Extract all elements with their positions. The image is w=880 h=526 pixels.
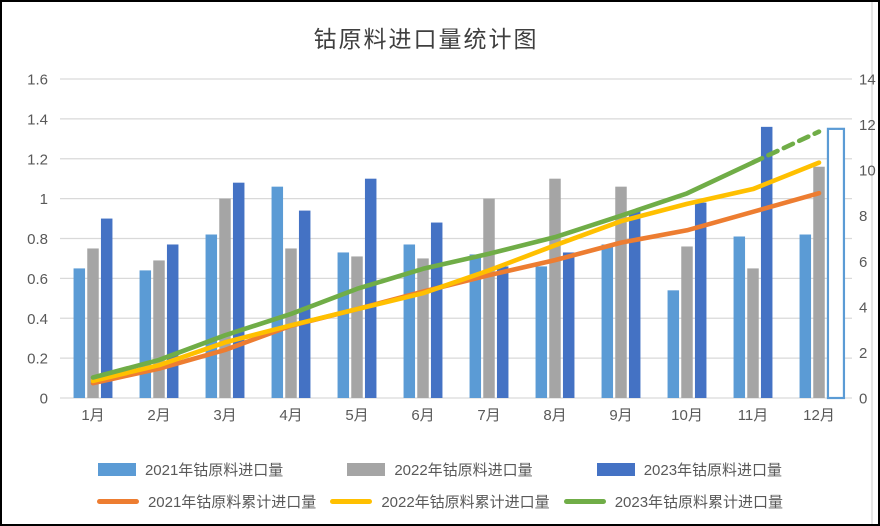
bar-2023年 [562, 252, 575, 398]
x-axis-category-label: 11月 [738, 407, 769, 424]
y-axis-left-tick-label: 1.4 [27, 111, 48, 128]
legend-item-2023年-line: 2023年钴原料累计进口量 [563, 491, 784, 512]
bar-2022年 [549, 178, 561, 398]
bar-2021年 [139, 270, 152, 398]
line-2023年-cumulative [90, 160, 756, 380]
bar-2022年 [483, 198, 495, 398]
legend-item-2021年-bars: 2021年钴原料进口量 [97, 459, 284, 480]
bar-2023年 [694, 202, 707, 398]
bar-2022年 [681, 246, 693, 398]
y-axis-left-tick-label: 1.2 [27, 151, 48, 168]
bar-2023年 [232, 182, 245, 398]
y-axis-right-tick-label: 0 [859, 391, 867, 408]
bar-2021年 [73, 268, 86, 398]
bar-2021年 [733, 236, 746, 398]
y-axis-right-tick-label: 8 [859, 208, 867, 225]
bar-2023年 [298, 210, 311, 398]
bar-2021年 [205, 234, 218, 398]
chart-legend: 2021年钴原料进口量 2022年钴原料进口量 2023年钴原料进口量 2021年钴… [2, 459, 878, 512]
line-2023年-cumulative-forecast-dashed [750, 129, 822, 165]
bar-2021年 [469, 254, 482, 398]
y-axis-right-tick-label: 4 [859, 299, 867, 316]
x-axis-category-label: 7月 [477, 407, 500, 424]
y-axis-left-tick-label: 0.8 [27, 231, 48, 248]
bar-2022年 [87, 248, 99, 398]
legend-bar-swatch [596, 463, 635, 476]
x-axis-category-label: 3月 [213, 407, 236, 424]
legend-row-bar-series: 2021年钴原料进口量 2022年钴原料进口量 2023年钴原料进口量 [97, 459, 783, 480]
bar-2021年 [337, 252, 350, 398]
x-axis-category-label: 1月 [81, 407, 104, 424]
bar-2022年 [417, 258, 429, 398]
bar-2021年 [535, 266, 548, 398]
legend-item-2021年-line: 2021年钴原料累计进口量 [96, 491, 317, 512]
line-2022年-cumulative [90, 160, 822, 384]
legend-bar-swatch [347, 463, 386, 476]
x-axis-category-label: 12月 [803, 407, 835, 424]
bar-2023年 [100, 218, 113, 398]
legend-label: 2022年钴原料进口量 [394, 462, 533, 479]
bar-2022年 [351, 256, 363, 398]
bar-2023年 [628, 210, 641, 398]
legend-label: 2023年钴原料进口量 [643, 462, 783, 479]
bar-2023年 [364, 178, 377, 398]
bar-2023年 [166, 244, 179, 398]
legend-label: 2022年钴原料累计进口量 [381, 494, 550, 511]
x-axis-category-label: 5月 [345, 407, 368, 424]
bar-2022年 [219, 198, 231, 398]
y-axis-left-tick-label: 0.2 [27, 351, 48, 368]
legend-item-2022年-line: 2022年钴原料累计进口量 [330, 491, 550, 512]
bar-2023年 [760, 126, 773, 398]
bar-2022年 [615, 186, 627, 398]
legend-line-swatch [330, 499, 373, 504]
legend-label: 2021年钴原料累计进口量 [147, 494, 317, 511]
y-axis-right-tick-label: 6 [859, 254, 867, 271]
bar-2021年 [403, 244, 416, 398]
y-axis-right-tick-label: 10 [859, 163, 876, 180]
bar-2023年 [430, 222, 443, 398]
legend-item-2023年-bars: 2023年钴原料进口量 [596, 459, 783, 480]
bar-2021年 [271, 186, 284, 398]
x-axis-category-label: 6月 [411, 407, 434, 424]
line-2021年-cumulative [90, 190, 822, 386]
x-axis-category-label: 4月 [279, 407, 302, 424]
y-axis-right-tick-label: 2 [859, 345, 867, 362]
y-axis-left-tick-label: 0 [40, 391, 48, 408]
y-axis-right-tick-label: 14 [859, 72, 876, 89]
legend-bar-swatch [97, 463, 136, 476]
legend-row-line-series: 2021年钴原料累计进口量 2022年钴原料累计进口量 2023年钴原料累计进口量 [96, 491, 784, 512]
legend-label: 2021年钴原料进口量 [144, 462, 284, 479]
bar-2021年 [601, 244, 614, 398]
y-axis-left-tick-label: 1 [40, 191, 48, 208]
bar-2021年 [799, 234, 812, 398]
legend-line-swatch [563, 499, 606, 504]
y-axis-left-tick-label: 0.4 [27, 311, 48, 328]
bar-2022年 [153, 260, 165, 398]
bar-2022年 [813, 166, 825, 398]
forecast-bar-outlined [826, 127, 846, 400]
chart-title: 钴原料进口量统计图 [313, 27, 539, 53]
x-axis-category-label: 9月 [609, 407, 632, 424]
legend-item-2022年-bars: 2022年钴原料进口量 [347, 459, 533, 480]
y-axis-left-tick-label: 0.6 [27, 271, 48, 288]
x-axis-category-label: 8月 [543, 407, 566, 424]
bar-2022年 [747, 268, 759, 398]
bar-2023年 [496, 266, 509, 398]
y-axis-left-tick-label: 1.6 [27, 72, 48, 89]
legend-line-swatch [96, 499, 139, 504]
legend-label: 2023年钴原料累计进口量 [614, 494, 784, 511]
x-axis-category-label: 2月 [147, 407, 170, 424]
x-axis-category-label: 10月 [671, 407, 703, 424]
bar-2021年 [667, 290, 680, 398]
y-axis-right-tick-label: 12 [859, 117, 876, 134]
